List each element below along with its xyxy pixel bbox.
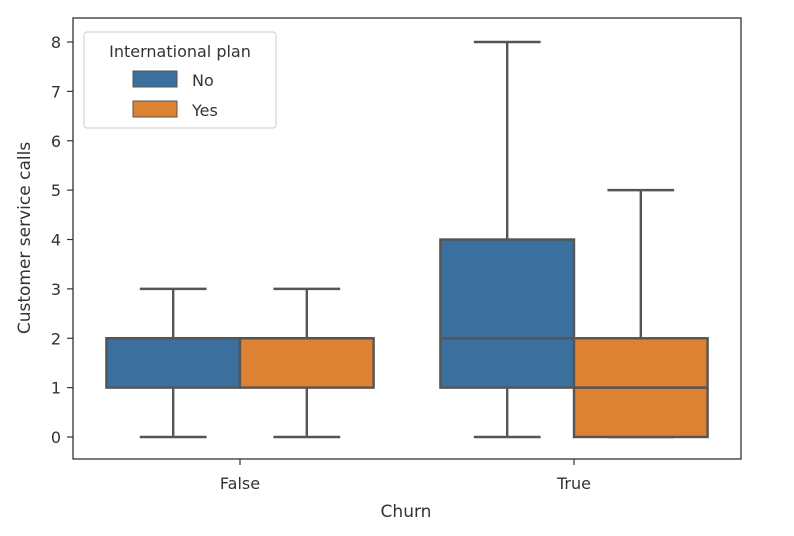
iqr-box	[105, 337, 242, 389]
y-tick-label: 1	[51, 379, 61, 398]
x-tick-label: True	[556, 474, 591, 493]
box-no-false	[105, 287, 242, 439]
boxes-layer	[105, 40, 709, 439]
box-no-true	[439, 40, 576, 439]
y-tick-label: 8	[51, 33, 61, 52]
iqr-box	[238, 337, 375, 389]
y-axis-label: Customer service calls	[15, 142, 35, 334]
iqr-box	[439, 238, 576, 389]
y-tick-label: 7	[51, 82, 61, 101]
y-tick-label: 0	[51, 428, 61, 447]
legend-swatch-yes	[132, 100, 178, 118]
y-tick-label: 5	[51, 181, 61, 200]
legend-label-no: No	[192, 71, 214, 90]
box-yes-false	[238, 287, 375, 439]
legend-title: International plan	[109, 42, 251, 61]
y-tick-label: 3	[51, 280, 61, 299]
legend-frame	[83, 31, 277, 129]
y-tick-label: 6	[51, 132, 61, 151]
legend-swatch-no	[132, 70, 178, 88]
x-tick-label: False	[220, 474, 260, 493]
legend[interactable]: International plan No Yes	[83, 31, 277, 129]
box-yes-true	[572, 188, 709, 439]
y-tick-label: 4	[51, 231, 61, 250]
y-axis-ticks: 0 1 2 3 4 5 6 7 8	[51, 33, 73, 447]
y-tick-label: 2	[51, 329, 61, 348]
legend-label-yes: Yes	[191, 101, 218, 120]
x-axis-label: Churn	[381, 502, 432, 522]
x-axis-ticks: False True	[220, 459, 591, 493]
plot-frame	[72, 17, 742, 460]
